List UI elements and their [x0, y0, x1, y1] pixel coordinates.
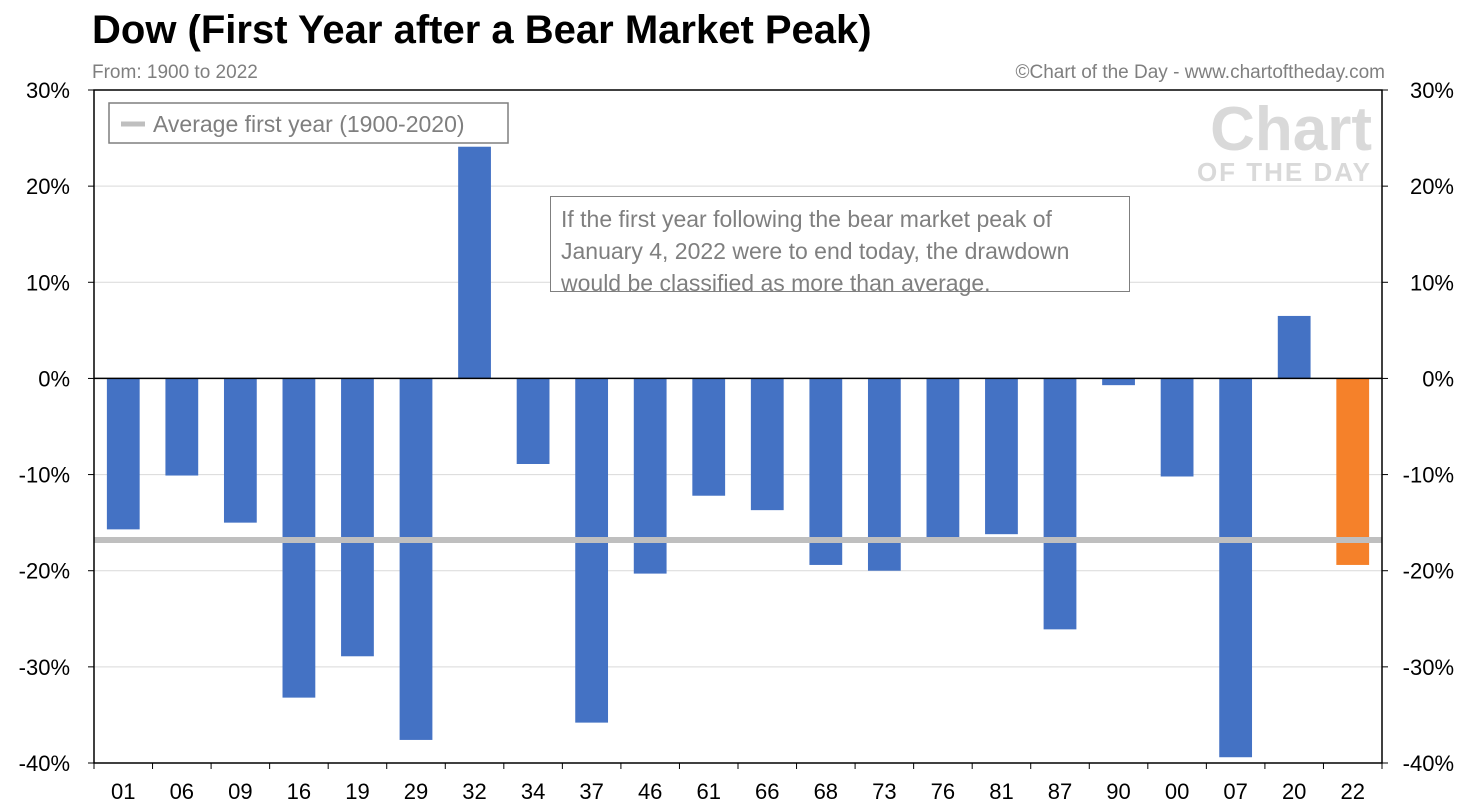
watermark-line1: Chart: [1210, 95, 1372, 164]
xtick-label: 76: [931, 779, 955, 804]
ytick-label-left: 10%: [26, 270, 70, 295]
xtick-label: 00: [1165, 779, 1189, 804]
ytick-label-left: -30%: [19, 655, 70, 680]
xtick-label: 73: [872, 779, 896, 804]
legend-label: Average first year (1900-2020): [153, 111, 465, 137]
bar-07: [1219, 378, 1253, 758]
ytick-label-right: 30%: [1410, 78, 1454, 103]
bar-61: [692, 378, 726, 496]
xtick-label: 19: [345, 779, 369, 804]
x-axis: 01 06 09 16 19 29 32 34 37 46 61 66 68 73 76 81 87 90 00 07…: [93, 763, 1383, 804]
ytick-label-left: -20%: [19, 559, 70, 584]
xtick-label: 29: [404, 779, 428, 804]
watermark-line2: OF THE DAY: [1197, 157, 1372, 187]
bar-00: [1160, 378, 1194, 477]
y-axis-right: 30% 20% 10% 0% -10% -20% -30% -40%: [1382, 78, 1454, 776]
ytick-label-left: 0%: [38, 366, 70, 391]
bar-29: [399, 378, 433, 740]
ytick-label-right: -40%: [1403, 751, 1454, 776]
xtick-label: 61: [696, 779, 720, 804]
bar-76: [926, 378, 960, 538]
ytick-label-left: 20%: [26, 174, 70, 199]
xtick-label: 09: [228, 779, 252, 804]
ytick-label-right: 0%: [1422, 366, 1454, 391]
ytick-label-right: -20%: [1403, 559, 1454, 584]
bar-37: [575, 378, 609, 723]
bar-68: [809, 378, 843, 565]
chart-source: ©Chart of the Day - www.chartoftheday.co…: [1015, 62, 1385, 83]
legend-box: [108, 102, 509, 144]
ytick-label-right: -10%: [1403, 463, 1454, 488]
xtick-label: 87: [1048, 779, 1072, 804]
ytick-label-right: 20%: [1410, 174, 1454, 199]
bar-09: [223, 378, 257, 523]
bar-90: [1102, 378, 1135, 386]
bar-22: [1336, 378, 1370, 565]
xtick-label: 34: [521, 779, 545, 804]
xtick-label: 22: [1340, 779, 1364, 804]
xtick-label: 46: [638, 779, 662, 804]
bar-32: [458, 146, 491, 379]
annotation-box: If the first year following the bear mar…: [550, 196, 1130, 296]
bar-87: [1043, 378, 1077, 630]
xtick-label: 68: [814, 779, 838, 804]
bar-20: [1277, 315, 1311, 379]
bar-66: [750, 378, 784, 511]
ytick-label-right: 10%: [1410, 270, 1454, 295]
xtick-label: 01: [111, 779, 135, 804]
xtick-label: 06: [170, 779, 194, 804]
bar-81: [985, 378, 1018, 535]
y-axis-left: 30% 20% 10% 0% -10% -20% -30% -40%: [19, 78, 94, 776]
bar-01: [106, 378, 140, 530]
xtick-label: 37: [579, 779, 603, 804]
xtick-label: 66: [755, 779, 779, 804]
xtick-label: 16: [287, 779, 311, 804]
ytick-label-left: -40%: [19, 751, 70, 776]
bar-19: [341, 378, 374, 657]
bar-34: [516, 378, 550, 464]
legend: Average first year (1900-2020): [108, 102, 509, 144]
xtick-label: 90: [1106, 779, 1130, 804]
bar-46: [633, 378, 667, 574]
xtick-label: 07: [1223, 779, 1247, 804]
ytick-label-left: 30%: [26, 78, 70, 103]
chart-title: Dow (First Year after a Bear Market Peak…: [92, 8, 872, 52]
ytick-label-left: -10%: [19, 463, 70, 488]
bar-06: [165, 378, 199, 476]
watermark-logo: Chart OF THE DAY: [1197, 95, 1372, 187]
xtick-label: 32: [462, 779, 486, 804]
chart-subtitle: From: 1900 to 2022: [92, 62, 258, 83]
ytick-label-right: -30%: [1403, 655, 1454, 680]
xtick-label: 81: [989, 779, 1013, 804]
xtick-label: 20: [1282, 779, 1306, 804]
